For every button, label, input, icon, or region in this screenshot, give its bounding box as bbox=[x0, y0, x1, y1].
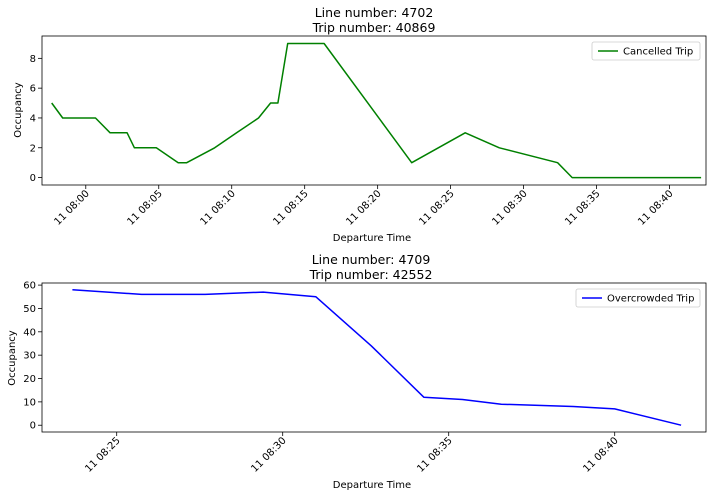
chart1-xtick-label: 11 08:35 bbox=[563, 188, 602, 227]
chart2-series-line bbox=[72, 289, 682, 426]
chart2-ytick-label: 0 bbox=[30, 421, 36, 432]
chart1-title-line1: Line number: 4702 bbox=[315, 5, 434, 20]
chart2-legend-box bbox=[575, 288, 701, 308]
chart1-series-line bbox=[51, 42, 702, 179]
chart1-xtick-label: 11 08:30 bbox=[490, 188, 529, 227]
chart1-xtick-label: 11 08:00 bbox=[52, 188, 91, 227]
chart2-ytick-label: 40 bbox=[23, 327, 36, 338]
chart2-xlabel: Departure Time bbox=[333, 480, 411, 491]
chart2-ytick-label: 60 bbox=[23, 281, 36, 292]
chart1-ylabel: Occupancy bbox=[13, 82, 24, 138]
chart2-xtick-label: 11 08:40 bbox=[581, 435, 620, 474]
chart2-title-line1: Line number: 4709 bbox=[312, 252, 431, 267]
chart2-axes-frame bbox=[41, 282, 707, 433]
chart1-ytick-label: 2 bbox=[30, 143, 36, 154]
chart1-xtick-label: 11 08:10 bbox=[198, 188, 237, 227]
chart1-ytick-label: 0 bbox=[30, 173, 36, 184]
chart1-xlabel: Departure Time bbox=[333, 233, 411, 244]
chart1-legend-label: Cancelled Trip bbox=[623, 47, 693, 58]
chart2-ytick-label: 10 bbox=[23, 397, 36, 408]
chart2-ylabel: Occupancy bbox=[7, 330, 18, 386]
chart1-xtick-label: 11 08:05 bbox=[125, 188, 164, 227]
chart1-legend-box bbox=[591, 41, 701, 61]
chart2-xtick-label: 11 08:35 bbox=[415, 435, 454, 474]
chart2-ytick-label: 50 bbox=[23, 304, 36, 315]
chart1-title-line2: Trip number: 40869 bbox=[312, 20, 436, 35]
chart1-axes-frame bbox=[41, 35, 707, 186]
chart2-xtick-label: 11 08:30 bbox=[249, 435, 288, 474]
chart1-ytick-label: 6 bbox=[30, 84, 36, 95]
chart1-xtick-label: 11 08:20 bbox=[344, 188, 383, 227]
chart1-xtick-label: 11 08:40 bbox=[636, 188, 675, 227]
chart2-ytick-label: 20 bbox=[23, 374, 36, 385]
chart2-ytick-label: 30 bbox=[23, 351, 36, 362]
chart2-title-line2: Trip number: 42552 bbox=[309, 267, 433, 282]
chart1-ytick-label: 8 bbox=[30, 54, 36, 65]
chart1-xtick-label: 11 08:15 bbox=[271, 188, 310, 227]
chart2-xtick-label: 11 08:25 bbox=[83, 435, 122, 474]
chart1-xtick-label: 11 08:25 bbox=[417, 188, 456, 227]
chart2-legend-label: Overcrowded Trip bbox=[607, 294, 694, 305]
chart1-ytick-label: 4 bbox=[30, 113, 36, 124]
